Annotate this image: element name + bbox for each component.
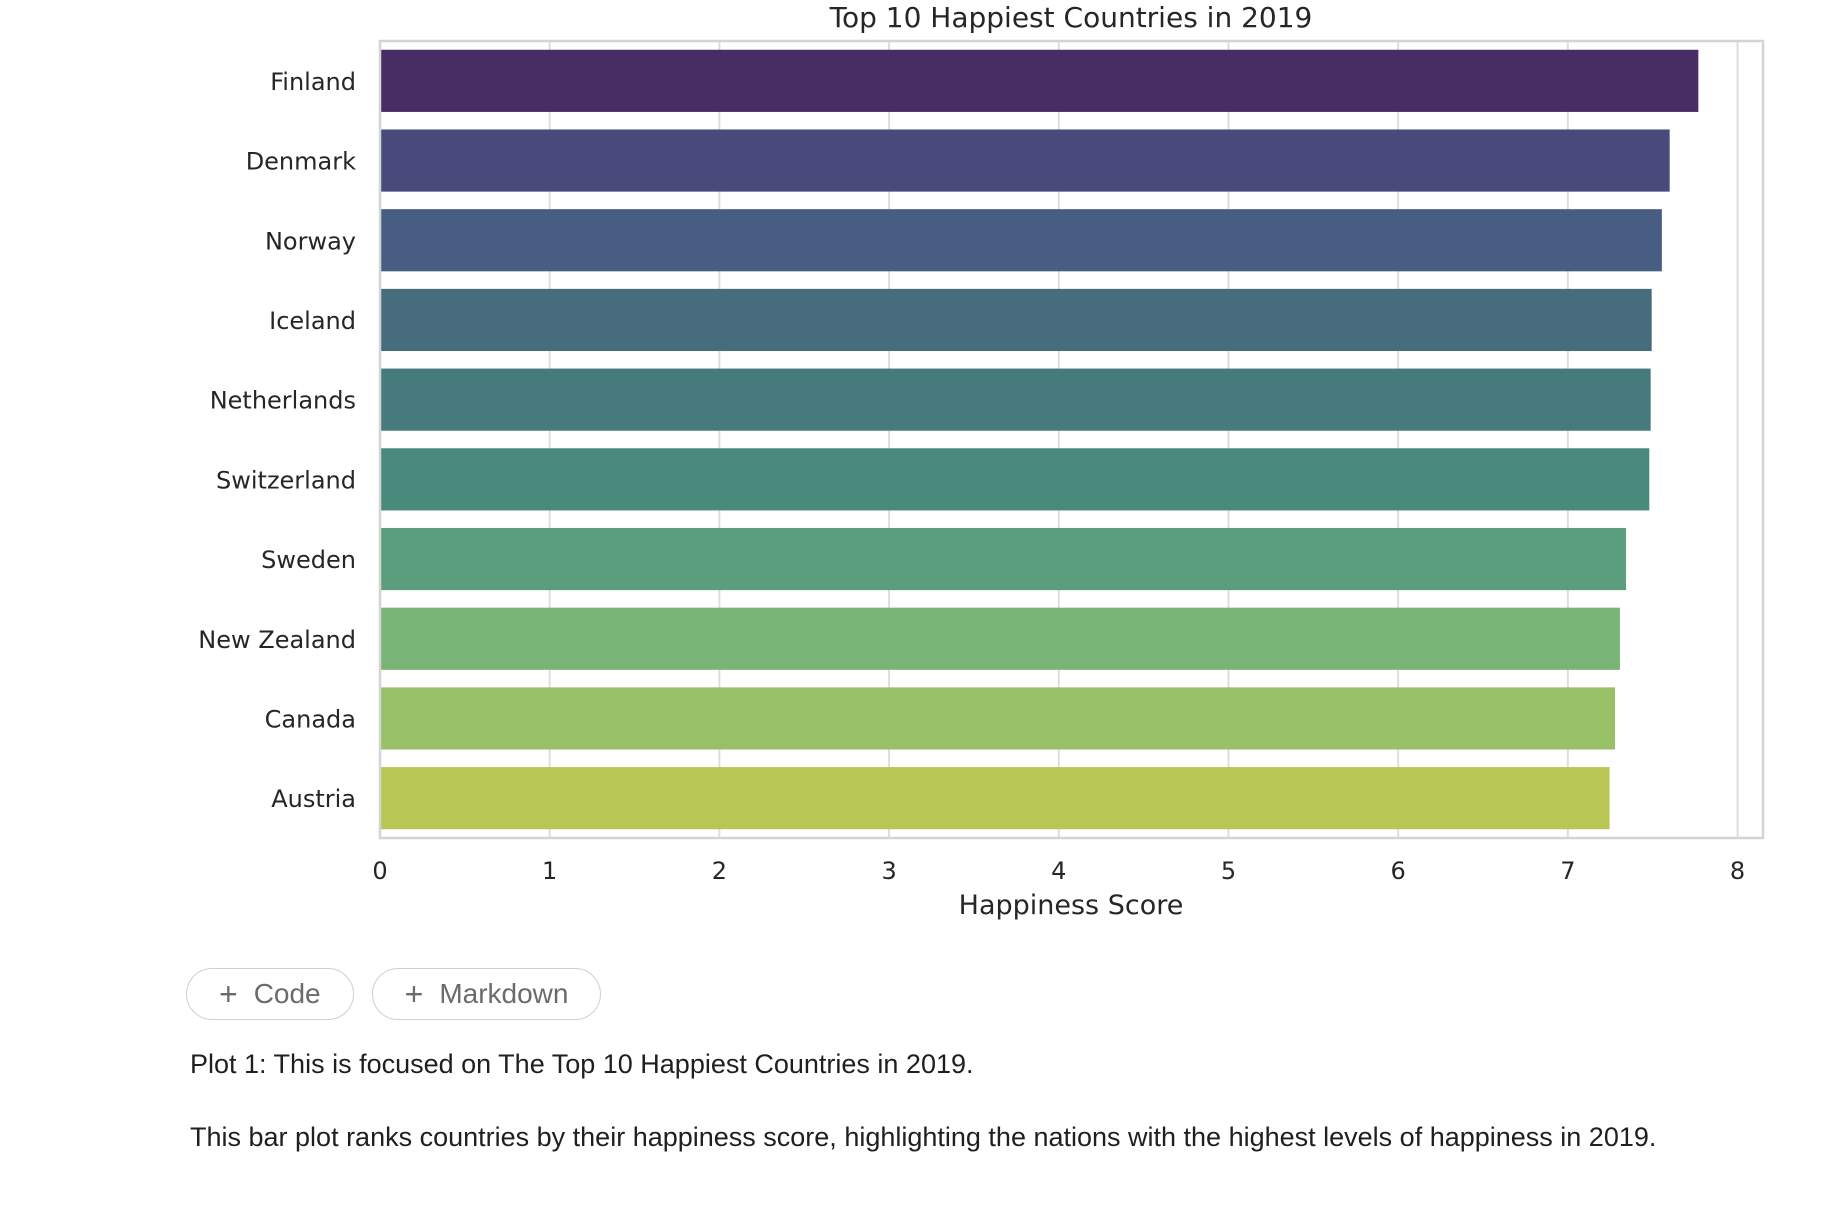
plus-icon: + <box>404 976 424 1012</box>
x-tick-label: 6 <box>1391 857 1406 885</box>
y-tick-label: Finland <box>270 68 356 96</box>
y-tick-label: Denmark <box>246 148 356 176</box>
plus-icon: + <box>219 976 238 1012</box>
bar-iceland <box>380 288 1652 352</box>
x-tick-label: 5 <box>1221 857 1236 885</box>
bar-sweden <box>380 527 1627 591</box>
add-code-cell-button[interactable]: + Code <box>186 968 354 1020</box>
x-axis-label: Happiness Score <box>959 890 1184 921</box>
y-tick-label: New Zealand <box>198 626 356 654</box>
bars <box>380 49 1699 830</box>
x-tick-label: 2 <box>712 857 727 885</box>
bar-canada <box>380 687 1616 750</box>
add-markdown-cell-button[interactable]: + Markdown <box>371 968 602 1020</box>
bar-finland <box>380 49 1699 112</box>
plot-frame <box>378 39 1765 840</box>
x-tick-label: 7 <box>1560 857 1575 885</box>
x-tick-labels: 0 1 2 3 4 5 6 7 8 <box>372 857 1745 885</box>
plot-caption: Plot 1: This is focused on The Top 10 Ha… <box>190 1049 974 1079</box>
add-markdown-cell-label: Markdown <box>439 978 569 1009</box>
bar-norway <box>380 209 1662 272</box>
x-tick-label: 8 <box>1730 857 1745 885</box>
y-tick-labels: Finland Denmark Norway Iceland Netherlands Sw… <box>198 68 356 813</box>
bar-austria <box>380 767 1610 830</box>
y-tick-label: Netherlands <box>210 387 356 415</box>
plot-description: This bar plot ranks countries by their h… <box>190 1122 1657 1152</box>
y-tick-label: Switzerland <box>216 466 356 494</box>
bar-new-zealand <box>380 607 1620 670</box>
markdown-cell[interactable]: Plot 1: This is focused on The Top 10 Ha… <box>190 1042 1750 1188</box>
bar-denmark <box>380 129 1670 192</box>
chart-title: Top 10 Happiest Countries in 2019 <box>829 1 1313 34</box>
x-tick-label: 4 <box>1051 857 1066 885</box>
y-tick-label: Canada <box>265 705 356 733</box>
x-tick-label: 0 <box>372 857 387 885</box>
bar-netherlands <box>380 368 1651 431</box>
x-tick-label: 3 <box>881 857 896 885</box>
bar-chart: Top 10 Happiest Countries in 2019 Finlan… <box>198 1 1765 921</box>
add-code-cell-label: Code <box>253 978 321 1009</box>
y-tick-label: Austria <box>271 785 356 813</box>
bar-switzerland <box>380 448 1650 511</box>
y-tick-label: Sweden <box>261 546 356 574</box>
add-cell-toolbar: + Code + Markdown <box>186 968 602 1020</box>
y-tick-label: Iceland <box>269 307 356 335</box>
x-tick-label: 1 <box>542 857 557 885</box>
y-tick-label: Norway <box>265 227 356 255</box>
